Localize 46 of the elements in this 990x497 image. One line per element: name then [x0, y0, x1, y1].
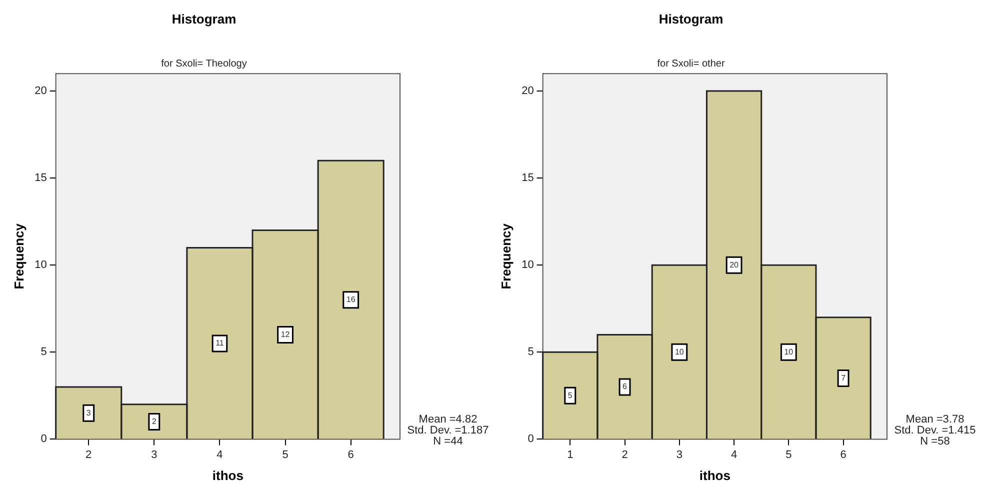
x-tick-label: 2	[622, 448, 628, 461]
x-tick-label: 1	[567, 448, 574, 461]
x-axis-title: ithos	[699, 468, 730, 483]
text: Mean =3.78	[906, 414, 964, 426]
y-tick-label: 10	[522, 259, 534, 272]
y-axis-title: Frequency	[498, 222, 514, 290]
data-label: 12	[280, 330, 290, 339]
x-tick-label: 4	[216, 448, 223, 461]
text: N =58	[920, 436, 950, 448]
data-label: 6	[622, 382, 628, 392]
y-tick-label: 0	[528, 433, 534, 446]
y-tick-label: 10	[34, 259, 47, 272]
y-tick-label: 5	[40, 346, 47, 358]
text: Mean =4.82	[418, 414, 478, 426]
text: Std. Dev. =1.187	[407, 424, 489, 437]
data-label: 11	[216, 338, 224, 348]
chart-title: Histogram	[658, 11, 724, 26]
text: N =44	[433, 436, 463, 448]
chart-title: Histogram	[172, 11, 236, 26]
y-tick-label: 5	[528, 346, 534, 358]
x-axis-title: ithos	[212, 468, 244, 483]
text: Std. Dev. =1.415	[894, 424, 976, 437]
data-label: 10	[784, 347, 794, 356]
x-tick-label: 3	[151, 448, 158, 461]
chart-subtitle: for Sxoli= other	[657, 58, 726, 70]
x-tick-label: 3	[676, 448, 682, 461]
data-label: 10	[674, 347, 684, 356]
y-tick-label: 0	[40, 433, 47, 446]
x-tick-label: 6	[348, 448, 354, 461]
data-label: 3	[86, 408, 92, 418]
y-tick-label: 20	[34, 85, 47, 98]
data-label: 16	[346, 295, 356, 304]
data-label: 7	[841, 373, 846, 382]
data-label: 2	[152, 416, 157, 426]
y-tick-label: 15	[34, 172, 47, 184]
chart-subtitle: for Sxoli= Theology	[161, 58, 247, 70]
x-tick-label: 4	[730, 448, 738, 461]
y-axis-title: Frequency	[11, 222, 26, 290]
y-tick-label: 15	[522, 172, 534, 184]
x-tick-label: 6	[840, 448, 846, 461]
x-tick-label: 2	[86, 448, 92, 461]
data-label: 20	[730, 260, 740, 270]
y-tick-label: 20	[522, 85, 534, 98]
x-tick-label: 5	[282, 448, 288, 461]
data-label: 5	[568, 390, 573, 400]
x-tick-label: 5	[786, 448, 792, 461]
